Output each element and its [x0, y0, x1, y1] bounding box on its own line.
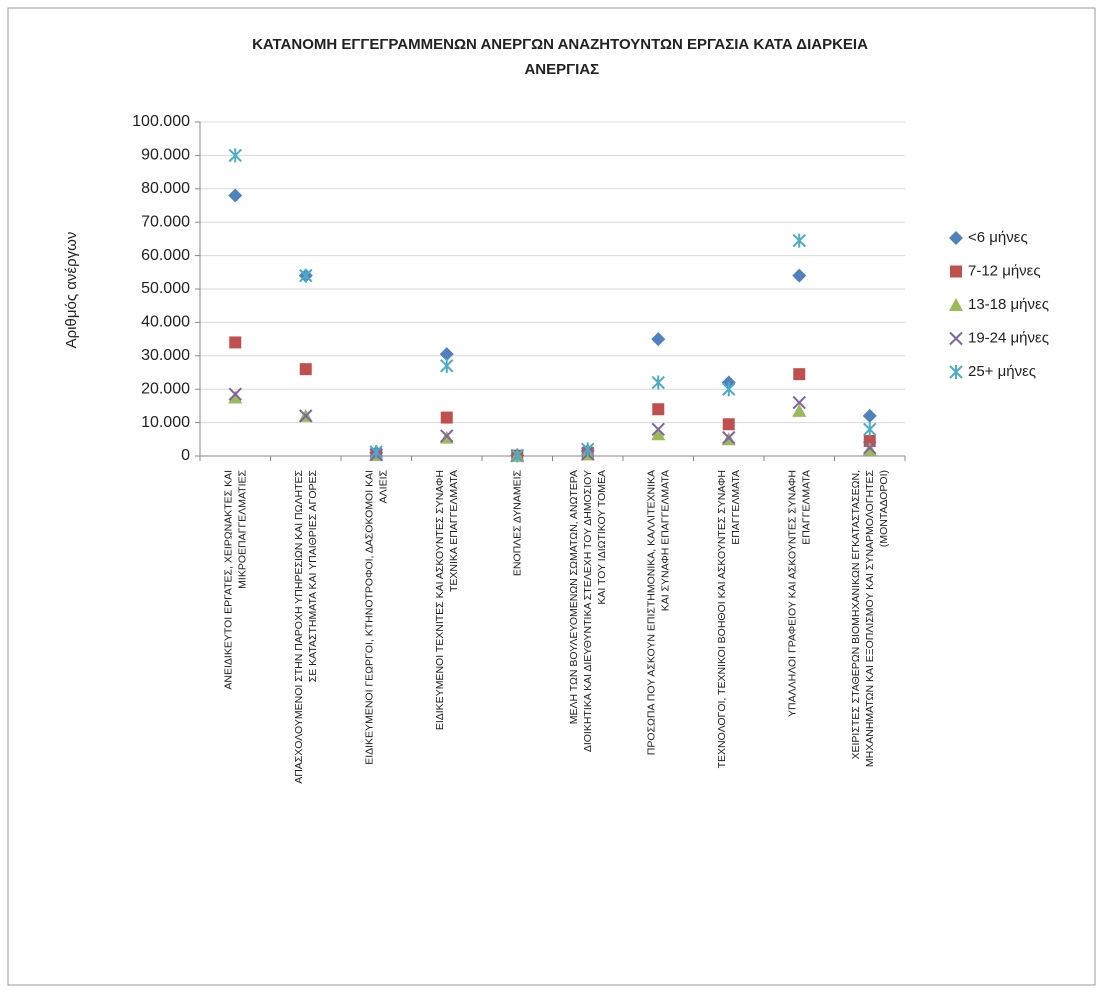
x-tick-label: ΕΙΔΙΚΕΥΜΕΝΟΙ ΤΕΧΝΙΤΕΣ ΚΑΙ ΑΣΚΟΥΝΤΕΣ ΣΥΝΑ…: [434, 470, 460, 730]
x-tick-label: ΧΕΙΡΙΣΤΕΣ ΣΤΑΘΕΡΩΝ ΒΙΟΜΗΧΑΝΙΚΩΝ ΕΓΚΑΤΑΣΤ…: [850, 469, 890, 770]
data-point: [228, 390, 243, 404]
legend-label: 7-12 μήνες: [968, 262, 1041, 279]
data-point: [228, 188, 243, 203]
legend-marker: [950, 265, 962, 278]
x-tick-label: ΕΙΔΙΚΕΥΜΕΝΟΙ ΓΕΩΡΓΟΙ, ΚΤΗΝΟΤΡΟΦΟΙ, ΔΑΣΟΚ…: [363, 469, 389, 764]
y-tick-label: 70.000: [141, 213, 190, 230]
chart-title: ΚΑΤΑΝΟΜΗ ΕΓΓΕΓΡΑΜΜΕΝΩΝ ΑΝΕΡΓΩΝ ΑΝΑΖΗΤΟΥΝ…: [252, 36, 868, 78]
legend-label: <6 μήνες: [968, 229, 1028, 246]
data-point: [651, 422, 665, 436]
data-point: [440, 411, 453, 424]
data-point: [722, 382, 736, 397]
chart-border: [7, 7, 1096, 986]
data-point: [863, 422, 877, 437]
data-point: [299, 409, 313, 423]
legend-marker: [949, 298, 963, 311]
data-point: [793, 368, 806, 381]
y-tick-label: 60.000: [141, 247, 190, 264]
data-point: [651, 332, 666, 347]
y-tick-label: 40.000: [141, 314, 190, 331]
y-tick-label: 30.000: [141, 347, 190, 364]
data-point: [439, 347, 454, 362]
data-point: [792, 233, 806, 248]
data-point: [792, 395, 806, 410]
y-tick-label: 10.000: [141, 414, 190, 431]
data-point: [722, 418, 735, 431]
data-point: [651, 427, 666, 441]
data-point: [440, 429, 454, 443]
data-point: [581, 442, 595, 457]
data-point: [863, 440, 877, 455]
data-point: [299, 268, 313, 283]
data-point: [299, 363, 312, 376]
x-tick-label: ΕΝΟΠΛΕΣ ΔΥΝΑΜΕΙΣ: [511, 469, 523, 576]
legend-label: 19-24 μήνες: [968, 329, 1049, 346]
x-tick-label: ΑΝΕΙΔΙΚΕΥΤΟΙ ΕΡΓΑΤΕΣ, ΧΕΙΡΩΝΑΚΤΕΣ ΚΑΙ ΜΙ…: [222, 470, 248, 690]
x-tick-label: ΠΡΟΣΩΠΑ ΠΟΥ ΑΣΚΟΥΝ ΕΠΙΣΤΗΜΟΝΙΚΑ, ΚΑΛΛΙΤΕ…: [645, 470, 671, 755]
data-point: [722, 430, 736, 445]
x-tick-label: ΑΠΑΣΧΟΛΟΥΜΕΝΟΙ ΣΤΗΝ ΠΑΡΟΧΗ ΥΠΗΡΕΣΙΩΝ ΚΑΙ…: [293, 469, 319, 783]
data-point: [369, 444, 383, 459]
data-point: [792, 268, 807, 283]
y-tick-label: 20.000: [141, 380, 190, 397]
data-point: [652, 403, 665, 416]
y-tick-label: 100.000: [132, 113, 190, 130]
data-point: [862, 408, 877, 423]
data-point: [228, 387, 242, 401]
y-tick-label: 50.000: [141, 280, 190, 297]
legend-label: 13-18 μήνες: [968, 296, 1049, 313]
data-point: [440, 358, 454, 373]
data-point: [228, 148, 242, 163]
data-point: [510, 448, 524, 463]
legend-label: 25+ μήνες: [968, 363, 1036, 380]
x-tick-label: ΤΕΧΝΟΛΟΓΟΙ, ΤΕΧΝΙΚΟΙ ΒΟΗΘΟΙ ΚΑΙ ΑΣΚΟΥΝΤΕ…: [716, 470, 742, 768]
y-tick-label: 80.000: [141, 180, 190, 197]
x-tick-label: ΥΠΑΛΛΗΛΟΙ ΓΡΑΦΕΙΟΥ ΚΑΙ ΑΣΚΟΥΝΤΕΣ ΣΥΝΑΦΗ …: [786, 470, 812, 717]
data-point: [792, 403, 807, 417]
data-point: [651, 375, 665, 390]
y-tick-label: 90.000: [141, 147, 190, 164]
legend-marker: [949, 365, 963, 379]
data-point: [229, 336, 242, 349]
x-tick-label: ΜΕΛΗ ΤΩΝ ΒΟΥΛΕΥΟΜΕΝΩΝ ΣΩΜΑΤΩΝ, ΑΝΩΤΕΡΑ Δ…: [568, 470, 608, 755]
legend-marker: [949, 331, 963, 346]
y-axis-label: Αριθμός ανέργων: [63, 232, 80, 349]
legend-marker: [949, 231, 963, 245]
y-tick-label: 0: [181, 447, 190, 464]
